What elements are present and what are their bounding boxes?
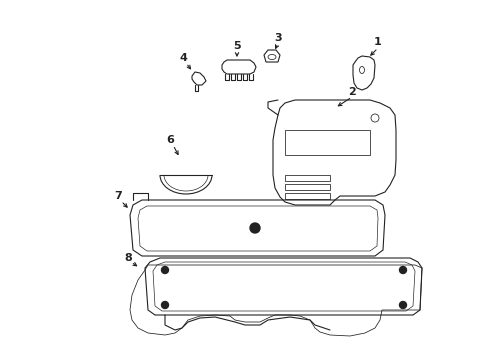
Circle shape — [399, 266, 406, 274]
Text: 8: 8 — [124, 253, 132, 263]
Text: 3: 3 — [274, 33, 281, 43]
Text: 6: 6 — [166, 135, 174, 145]
Text: 2: 2 — [347, 87, 355, 97]
Text: 1: 1 — [373, 37, 381, 47]
Circle shape — [249, 223, 260, 233]
Circle shape — [161, 302, 168, 309]
Circle shape — [399, 302, 406, 309]
Circle shape — [161, 266, 168, 274]
Text: 5: 5 — [233, 41, 240, 51]
Text: 4: 4 — [179, 53, 186, 63]
Text: 7: 7 — [114, 191, 122, 201]
